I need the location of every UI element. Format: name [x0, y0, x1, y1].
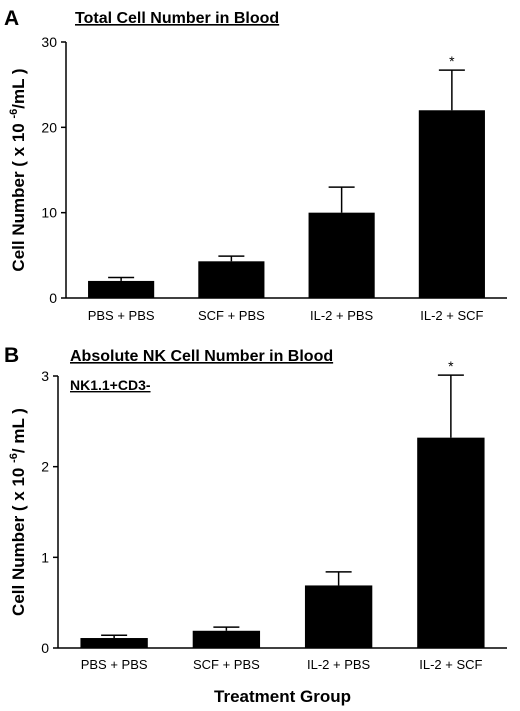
- panel-b-y-axis-label: Cell Number ( x 10 -6/ mL ): [8, 408, 28, 616]
- panel-a-bar: [88, 280, 155, 298]
- panel-b-y-tick-label: 2: [41, 459, 49, 475]
- panel-a-title: Total Cell Number in Blood: [75, 10, 279, 27]
- panel-b-category-label: PBS + PBS: [81, 657, 148, 672]
- panel-b-significance-marker: *: [448, 358, 454, 374]
- panel-b-y-tick-label: 3: [41, 368, 49, 384]
- panel-b-x-axis-label: Treatment Group: [214, 687, 351, 706]
- panel-a-category-label: PBS + PBS: [88, 308, 155, 323]
- panel-a-category-label: IL-2 + PBS: [310, 308, 374, 323]
- panel-b-title: Absolute NK Cell Number in Blood: [70, 348, 333, 365]
- panel-b-bar: [417, 437, 485, 648]
- panel-a-bar: [418, 110, 485, 299]
- panel-a-y-tick-label: 20: [41, 119, 57, 135]
- panel-a-category-label: IL-2 + SCF: [420, 308, 483, 323]
- panel-b-y-tick-label: 1: [41, 549, 49, 565]
- panel-b-bar: [192, 630, 261, 648]
- panel-a-y-tick-label: 30: [41, 34, 57, 50]
- panel-a-significance-marker: *: [449, 53, 455, 69]
- panel-a-bar: [308, 212, 375, 298]
- panel-b-category-label: IL-2 + SCF: [419, 657, 482, 672]
- panel-a-y-tick-label: 0: [49, 290, 57, 306]
- panel-a-category-label: SCF + PBS: [198, 308, 265, 323]
- panel-a-bar: [198, 261, 265, 298]
- panel-b-subtitle: NK1.1+CD3-: [70, 377, 151, 393]
- panel-a-y-tick-label: 10: [41, 205, 57, 221]
- panel-b-y-tick-label: 0: [41, 640, 49, 656]
- panel-b-category-label: IL-2 + PBS: [307, 657, 371, 672]
- panel-b-letter: B: [4, 344, 19, 367]
- panel-a-letter: A: [4, 7, 19, 30]
- panel-b-category-label: SCF + PBS: [193, 657, 260, 672]
- panel-a-y-axis-label: Cell Number ( x 10 -6/mL ): [8, 68, 28, 271]
- panel-b-bar: [80, 638, 148, 648]
- panel-b-bar: [304, 585, 373, 648]
